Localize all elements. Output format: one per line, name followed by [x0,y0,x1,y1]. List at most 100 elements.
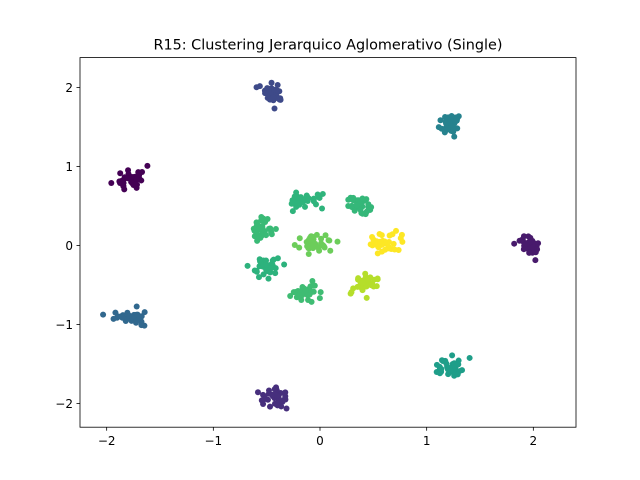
data-point [322,232,329,239]
data-point [395,247,402,253]
data-point [529,244,536,251]
data-point [274,402,281,409]
data-point [265,387,272,394]
cluster-13 [347,270,381,301]
data-point [108,179,115,186]
cluster-12 [291,231,341,258]
data-point [250,225,257,232]
data-point [266,225,273,232]
data-point [527,239,534,245]
y-tick-label: −2 [55,397,73,411]
data-point [126,312,133,319]
data-point [367,282,374,289]
data-point [433,361,440,368]
data-point [119,314,126,321]
data-point [114,314,121,321]
data-point [124,175,131,182]
data-point [310,288,317,295]
data-point [133,184,140,191]
data-point [310,196,317,203]
cluster-1 [511,233,542,264]
data-point [399,238,406,245]
data-point [305,251,312,258]
data-point [304,243,311,250]
data-point [281,261,288,268]
data-point [314,244,321,251]
data-point [305,195,312,202]
data-point [291,242,298,249]
chart-title: R15: Clustering Jerarquico Aglomerativo … [153,38,502,54]
data-point [349,197,356,204]
x-tick-label: 0 [316,434,324,448]
data-point [519,236,526,243]
data-point [263,232,270,239]
data-point [363,294,370,301]
data-point [271,386,278,393]
data-point [260,396,267,403]
data-point [437,117,444,124]
data-point [309,245,316,252]
data-point [359,279,366,286]
data-point [452,118,459,125]
data-point [367,241,374,248]
data-point [532,257,539,264]
data-point [272,226,279,233]
data-point [319,190,326,197]
data-point [289,208,296,215]
data-point [274,255,281,262]
data-point [321,244,328,251]
data-point [365,201,372,208]
data-point [398,231,405,238]
x-tick-label: −2 [98,434,116,448]
data-point [445,371,452,378]
data-point [304,292,311,299]
data-point [265,89,272,96]
x-tick-label: 2 [530,434,538,448]
data-point [254,389,261,396]
data-point [253,268,260,275]
data-point [296,244,303,251]
data-point [272,265,279,272]
data-point [374,276,381,283]
data-point [144,162,151,169]
x-axis: −2 −1 0 1 2 [98,427,537,448]
cluster-0 [108,162,151,193]
data-point [298,296,305,303]
data-point [385,245,392,252]
data-point [466,354,473,361]
data-point [446,119,453,126]
data-point [267,265,274,272]
data-point [305,296,312,303]
data-point [244,262,251,269]
data-point [258,217,265,224]
y-axis: −2 −1 0 1 2 [55,81,80,411]
data-point [535,240,542,247]
data-point [318,235,325,242]
data-point [119,180,126,187]
data-point [138,322,145,329]
data-point [272,270,279,277]
y-tick-label: 1 [65,160,73,174]
data-point [348,202,355,209]
cluster-4 [100,303,148,329]
data-point [265,275,272,282]
data-point [363,208,370,215]
data-point [274,392,281,399]
data-point [301,203,308,210]
y-tick-label: 2 [65,81,73,95]
cluster-10 [345,194,375,218]
data-point [257,225,264,232]
data-point [373,283,380,290]
cluster-8 [250,214,279,244]
data-point [310,282,317,289]
data-point [327,247,334,254]
data-point [378,248,385,255]
data-point [267,403,274,410]
cluster-11 [287,278,324,305]
data-point [255,274,262,281]
data-point [444,126,451,133]
data-point [438,125,445,132]
data-point [375,244,382,251]
data-point [526,249,533,256]
